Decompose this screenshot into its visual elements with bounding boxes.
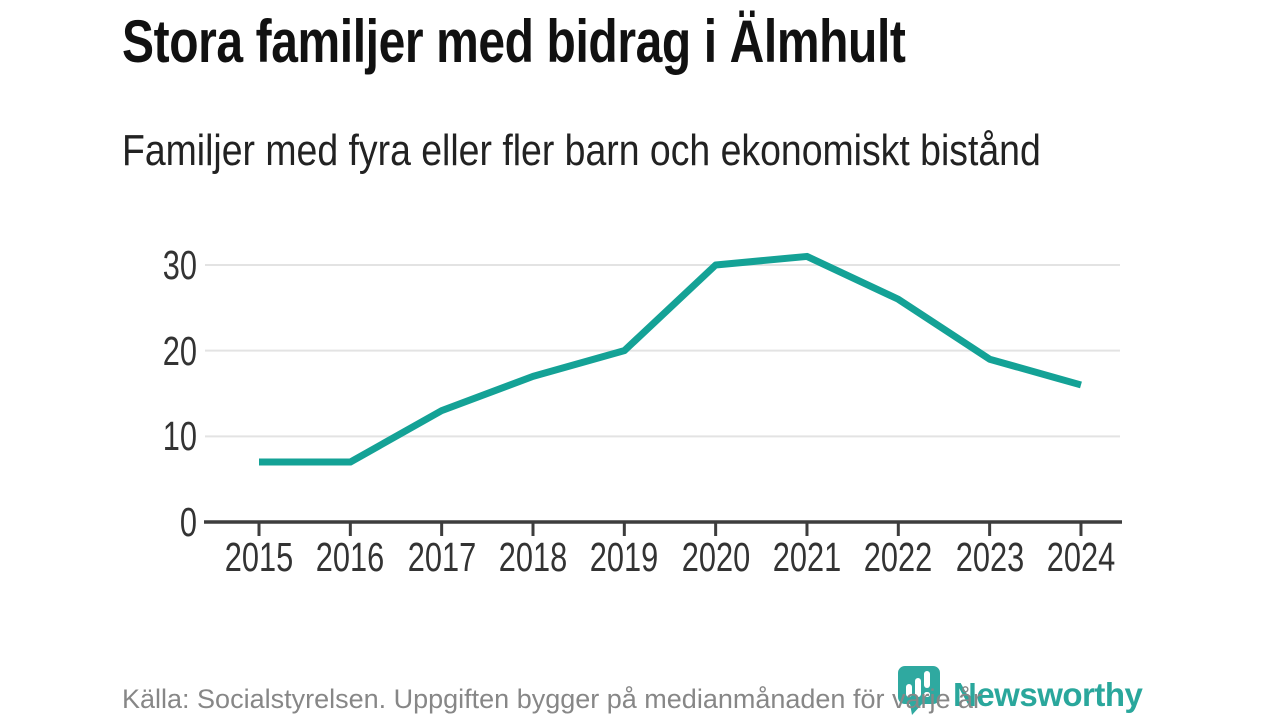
source-note: Källa: Socialstyrelsen. Uppgiften bygger… (122, 684, 982, 714)
x-axis-label: 2020 (681, 534, 750, 580)
x-axis-label: 2019 (590, 534, 659, 580)
y-axis-label: 30 (162, 242, 197, 288)
x-axis-label: 2021 (772, 534, 842, 580)
y-axis-label: 20 (162, 327, 197, 374)
x-axis-label: 2018 (498, 534, 568, 580)
y-axis-label: 10 (162, 413, 197, 460)
x-axis-ticks (257, 523, 1083, 536)
chart-title: Stora familjer med bidrag i Älmhult (122, 8, 906, 75)
x-axis-label: 2016 (316, 534, 385, 580)
y-axis-label: 0 (179, 499, 197, 545)
chart-subtitle: Familjer med fyra eller fler barn och ek… (122, 126, 1041, 175)
x-axis-label: 2024 (1046, 534, 1116, 580)
data-series-line (259, 252, 1082, 466)
x-axis-label: 2015 (224, 534, 294, 580)
newsworthy-wordmark: Newsworthy (953, 676, 1143, 713)
newsworthy-bubble-chart-icon (898, 666, 940, 715)
x-axis-label: 2023 (955, 534, 1024, 580)
newsworthy-logo (896, 664, 942, 720)
gridlines (205, 264, 1120, 438)
x-axis-label: 2017 (407, 534, 476, 580)
x-axis-label: 2022 (864, 534, 933, 580)
